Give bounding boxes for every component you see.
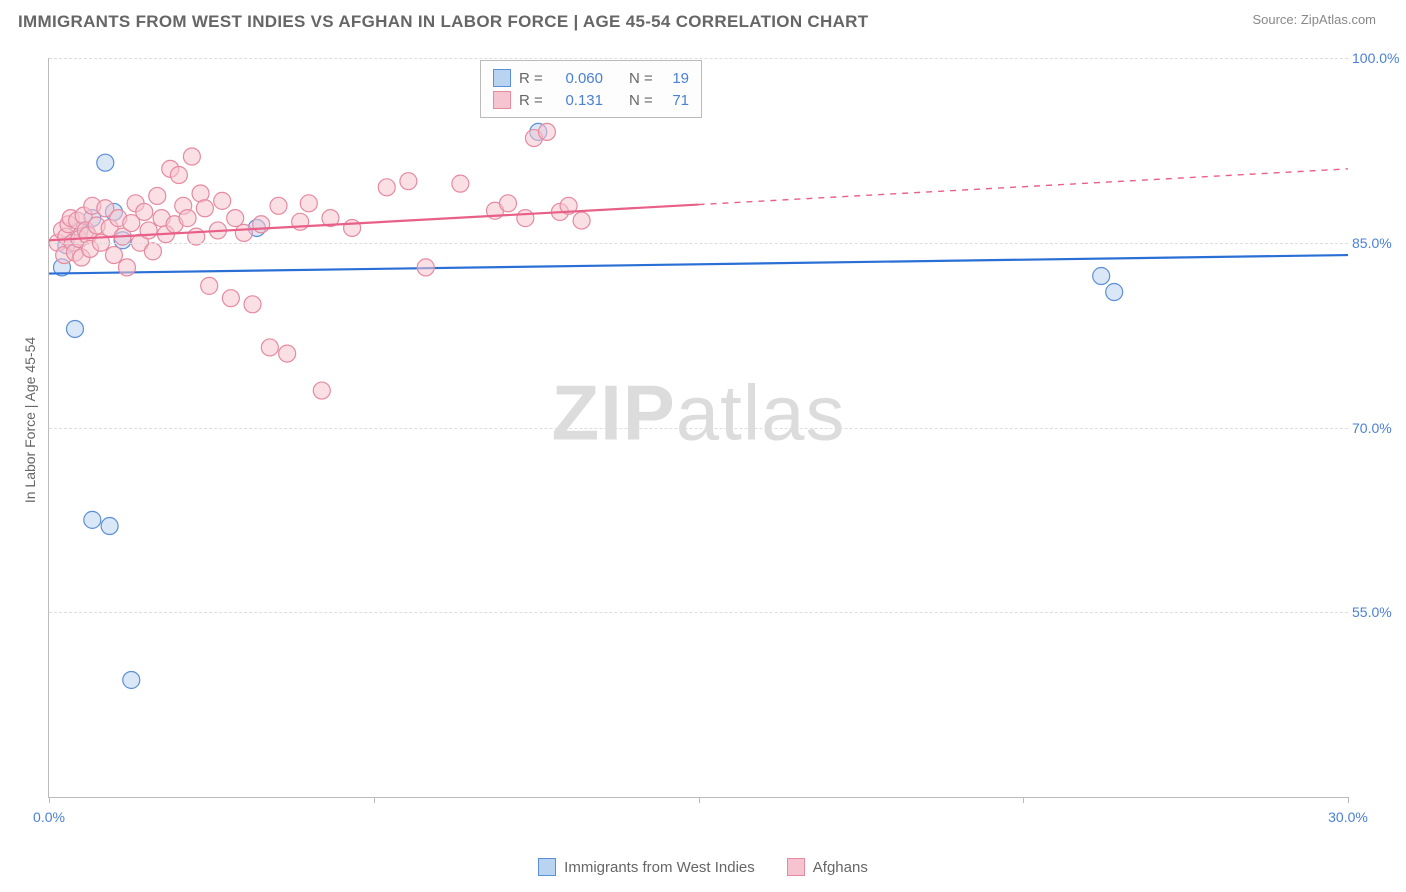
regression-line: [49, 255, 1348, 273]
data-point: [300, 195, 317, 212]
data-point: [144, 243, 161, 260]
stat-n-value: 71: [665, 92, 689, 109]
data-point: [201, 277, 218, 294]
data-point: [1093, 268, 1110, 285]
x-tick-label: 30.0%: [1328, 809, 1368, 825]
plot-area: ZIPatlas 55.0%70.0%85.0%100.0%0.0%30.0%: [48, 58, 1348, 798]
legend-swatch: [787, 858, 805, 876]
x-tick-mark: [374, 797, 375, 803]
legend-swatch: [493, 91, 511, 109]
data-point: [1106, 284, 1123, 301]
data-point: [149, 187, 166, 204]
data-point: [270, 197, 287, 214]
header: IMMIGRANTS FROM WEST INDIES VS AFGHAN IN…: [0, 0, 1406, 32]
data-point: [118, 259, 135, 276]
y-tick-label: 100.0%: [1352, 50, 1400, 66]
data-point: [136, 203, 153, 220]
data-point: [313, 382, 330, 399]
legend-label: Afghans: [813, 859, 868, 876]
stats-legend: R = 0.060 N = 19 R = 0.131 N = 71: [480, 60, 702, 118]
legend-item: Afghans: [787, 858, 868, 876]
data-point: [105, 247, 122, 264]
stat-n-value: 19: [665, 70, 689, 87]
legend-item: Immigrants from West Indies: [538, 858, 755, 876]
data-point: [97, 154, 114, 171]
data-point: [196, 200, 213, 217]
stat-n-label: N =: [629, 70, 657, 87]
chart-title: IMMIGRANTS FROM WEST INDIES VS AFGHAN IN…: [18, 12, 868, 32]
x-tick-mark: [699, 797, 700, 803]
data-point: [538, 123, 555, 140]
data-point: [66, 320, 83, 337]
stat-r-value: 0.131: [555, 92, 603, 109]
data-point: [235, 224, 252, 241]
data-point: [400, 173, 417, 190]
legend-label: Immigrants from West Indies: [564, 859, 755, 876]
stat-r-label: R =: [519, 92, 547, 109]
x-tick-label: 0.0%: [33, 809, 65, 825]
legend-swatch: [493, 69, 511, 87]
data-point: [344, 219, 361, 236]
data-point: [279, 345, 296, 362]
stats-legend-row: R = 0.060 N = 19: [493, 67, 689, 89]
data-point: [417, 259, 434, 276]
data-point: [253, 216, 270, 233]
gridline: [49, 428, 1348, 429]
legend-swatch: [538, 858, 556, 876]
gridline: [49, 612, 1348, 613]
data-point: [170, 167, 187, 184]
data-point: [227, 210, 244, 227]
chart-container: IMMIGRANTS FROM WEST INDIES VS AFGHAN IN…: [0, 0, 1406, 892]
stat-r-label: R =: [519, 70, 547, 87]
data-point: [101, 518, 118, 535]
data-point: [222, 290, 239, 307]
data-point: [517, 210, 534, 227]
source-attribution: Source: ZipAtlas.com: [1252, 12, 1376, 27]
data-point: [179, 210, 196, 227]
stat-n-label: N =: [629, 92, 657, 109]
data-point: [378, 179, 395, 196]
data-point: [244, 296, 261, 313]
data-point: [573, 212, 590, 229]
x-tick-mark: [1348, 797, 1349, 803]
y-axis-label: In Labor Force | Age 45-54: [22, 337, 38, 503]
data-point: [214, 192, 231, 209]
gridline: [49, 243, 1348, 244]
data-point: [499, 195, 516, 212]
data-point: [84, 511, 101, 528]
x-tick-mark: [49, 797, 50, 803]
regression-line-extrapolated: [699, 169, 1349, 205]
series-legend: Immigrants from West Indies Afghans: [0, 858, 1406, 880]
data-point: [261, 339, 278, 356]
y-tick-label: 70.0%: [1352, 420, 1400, 436]
data-point: [123, 671, 140, 688]
y-tick-label: 85.0%: [1352, 235, 1400, 251]
y-tick-label: 55.0%: [1352, 604, 1400, 620]
x-tick-mark: [1023, 797, 1024, 803]
data-point: [183, 148, 200, 165]
data-point: [452, 175, 469, 192]
gridline: [49, 58, 1348, 59]
stat-r-value: 0.060: [555, 70, 603, 87]
stats-legend-row: R = 0.131 N = 71: [493, 89, 689, 111]
data-point: [140, 222, 157, 239]
